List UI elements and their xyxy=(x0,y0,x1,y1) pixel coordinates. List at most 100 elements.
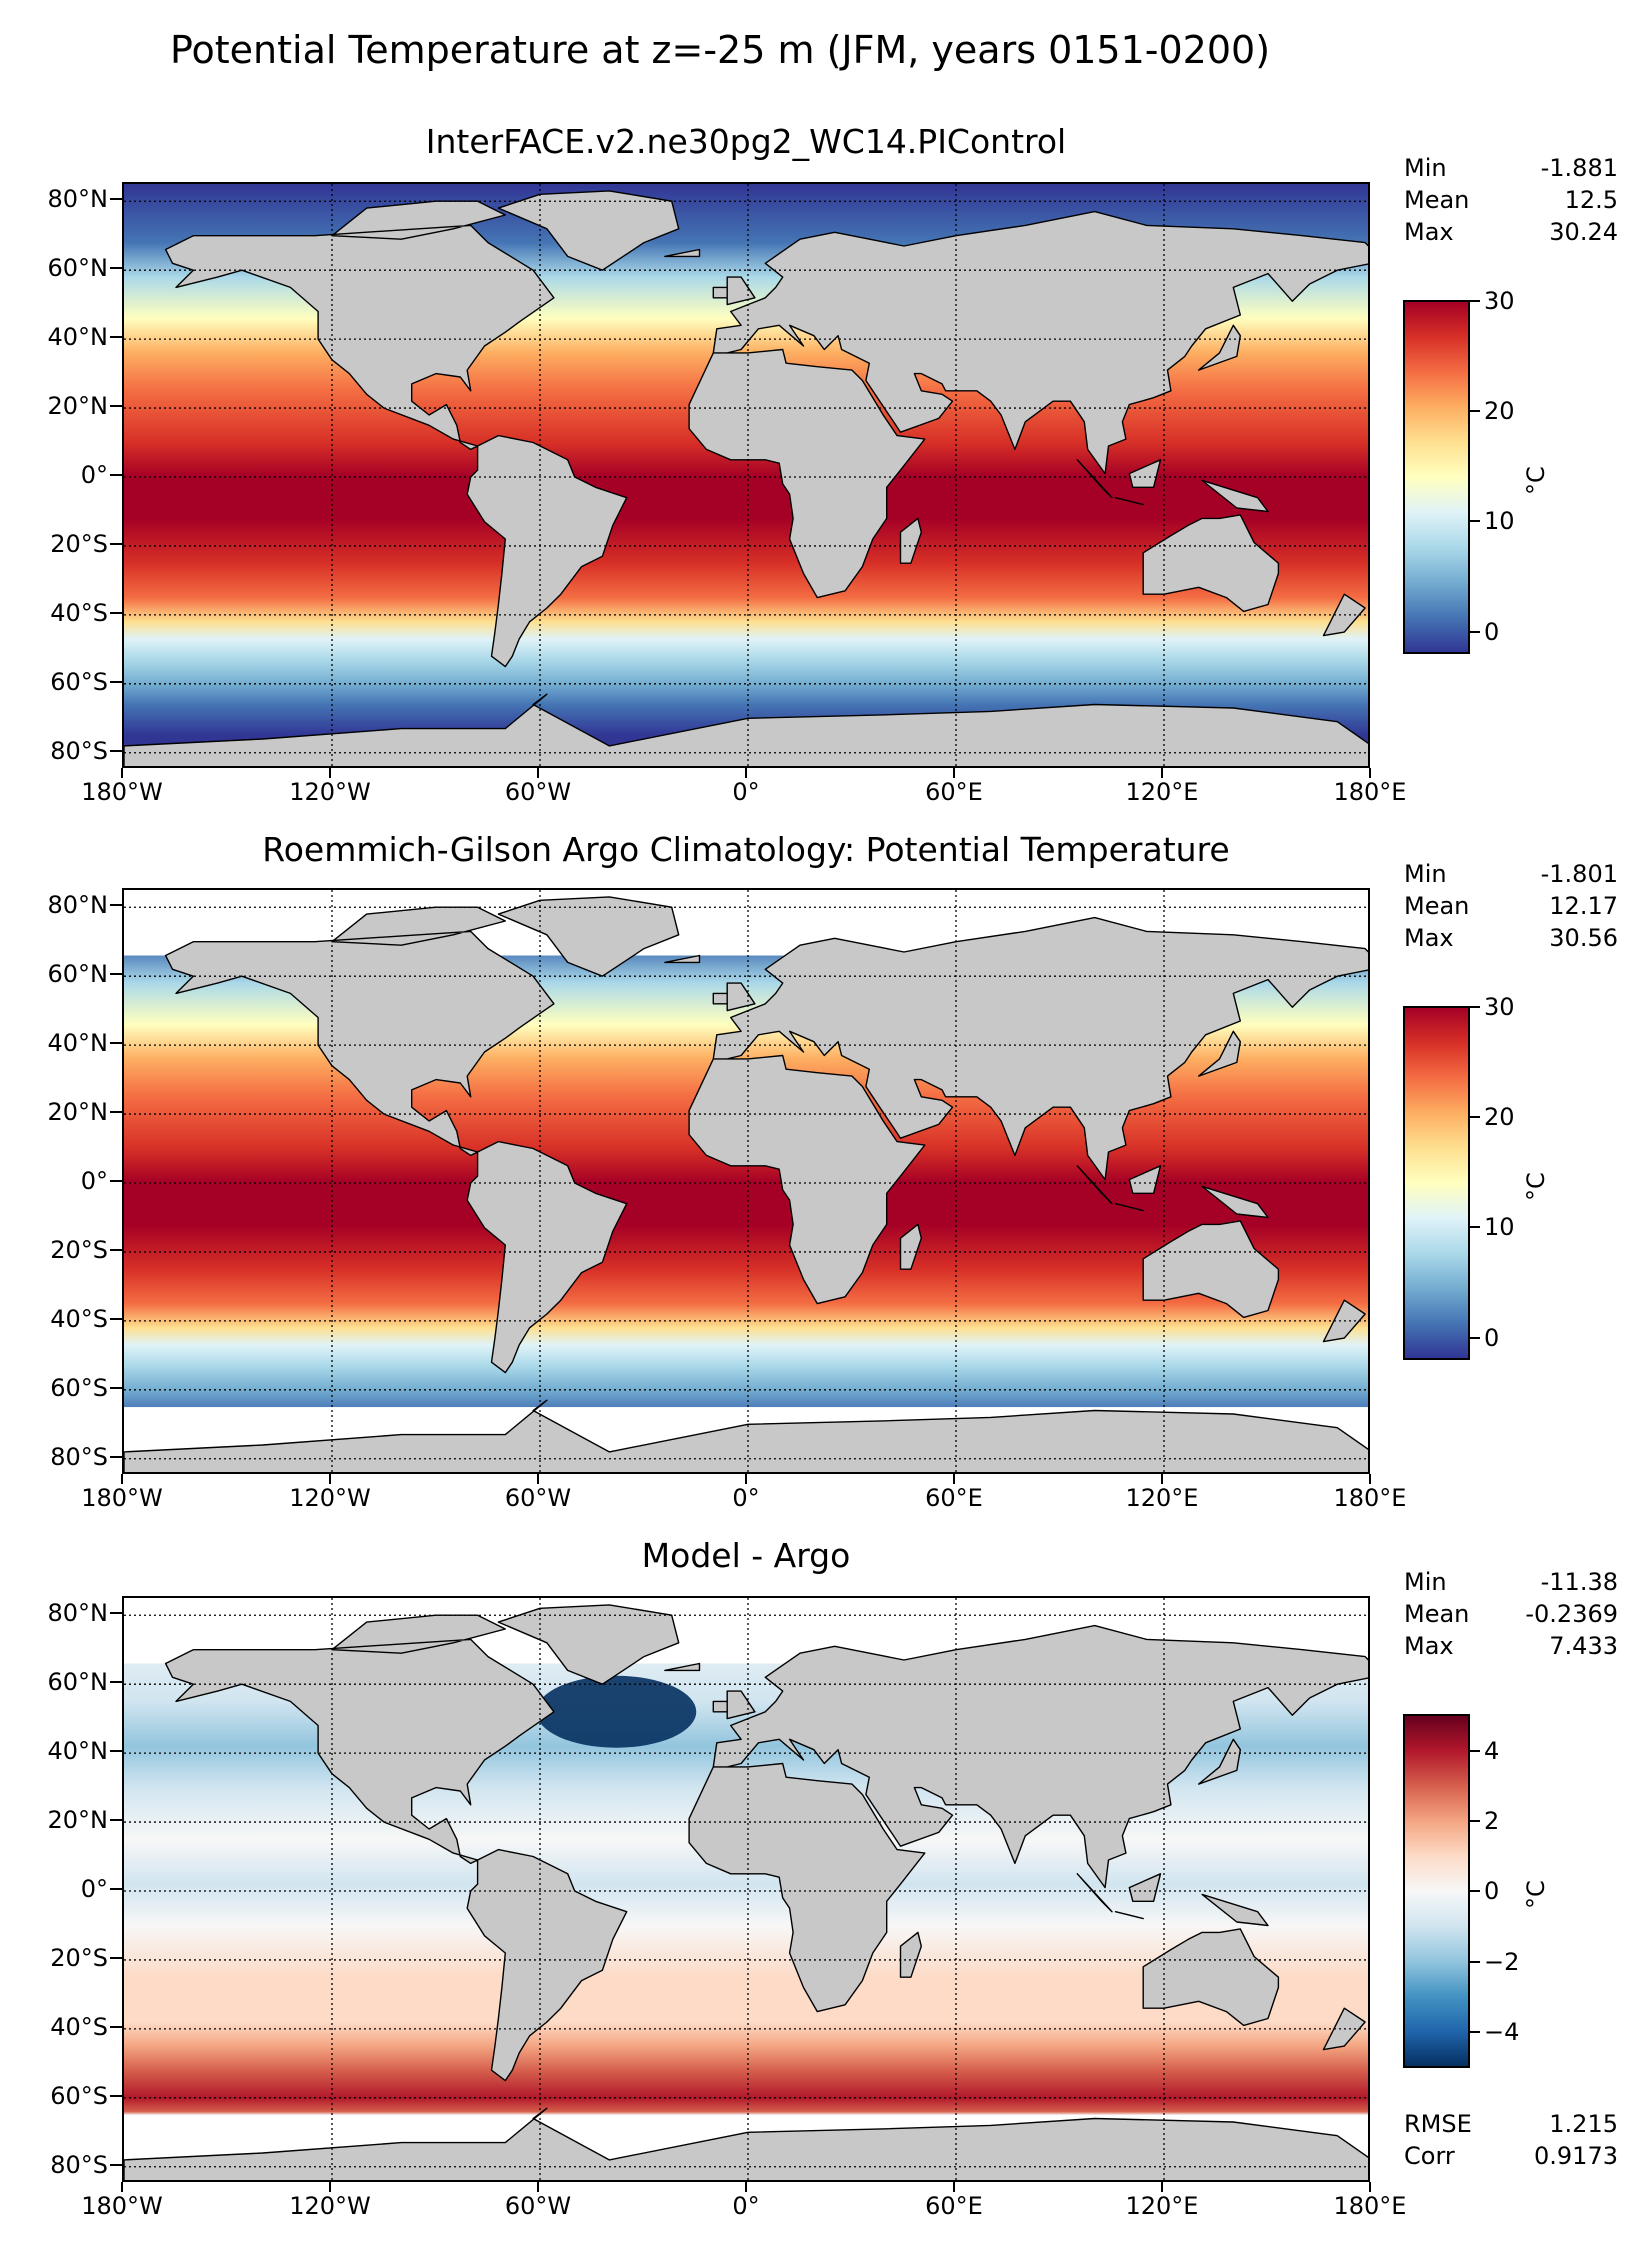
map-canvas xyxy=(124,890,1368,1472)
panel-title: Model - Argo xyxy=(641,1536,851,1575)
lat-tick xyxy=(110,1180,122,1182)
lat-tick xyxy=(110,1612,122,1615)
map-canvas xyxy=(124,1598,1368,2180)
lat-tick xyxy=(110,198,122,201)
lat-tick xyxy=(110,1956,122,1959)
lon-tick xyxy=(745,1474,747,1484)
map-difference xyxy=(122,1596,1370,2182)
stat-label: Max xyxy=(1404,218,1454,246)
lat-tick-label: 60°S xyxy=(50,1373,108,1402)
lat-tick-label: 20°S xyxy=(50,1235,108,1264)
map-argo-temperature xyxy=(122,888,1370,1474)
lat-tick-label: 40°N xyxy=(47,1029,109,1058)
lon-tick-label: 60°E xyxy=(925,2192,983,2220)
lon-tick-label: 120°E xyxy=(1125,1484,1199,1512)
lon-tick-label: 0° xyxy=(732,1484,760,1512)
lon-tick-label: 0° xyxy=(732,2192,760,2220)
north-atlantic-cold-bias xyxy=(536,1675,697,1748)
lat-tick-label: 40°N xyxy=(47,323,109,352)
panel-difference: Model - Argo Min -11.38 Mean -0.2369 Max 7.… xyxy=(0,0,1651,2182)
colorbar-tick-label: −4 xyxy=(1484,2018,1520,2046)
lon-tick-label: 60°W xyxy=(504,1484,572,1512)
lat-tick xyxy=(110,2025,122,2028)
lon-tick-label: 120°W xyxy=(289,778,371,806)
lon-tick xyxy=(329,2182,331,2192)
stat-value: -1.881 xyxy=(1540,154,1618,182)
lat-tick-label: 20°N xyxy=(47,392,109,421)
stat-label: Mean xyxy=(1404,186,1470,214)
panel-title: Roemmich-Gilson Argo Climatology: Potent… xyxy=(262,830,1230,869)
lon-tick xyxy=(1369,1474,1371,1484)
lat-tick-label: 80°S xyxy=(50,736,108,765)
stat-value: 7.433 xyxy=(1549,1632,1618,1660)
colorbar-tick-label: 0 xyxy=(1484,1324,1500,1352)
lat-tick xyxy=(110,1042,122,1045)
continents xyxy=(124,190,1368,766)
lon-tick-label: 180°W xyxy=(81,778,163,806)
lon-tick-label: 60°W xyxy=(504,778,572,806)
lat-tick xyxy=(110,680,122,683)
lon-tick xyxy=(537,1474,539,1484)
lat-tick xyxy=(110,1317,122,1320)
lat-tick-label: 60°S xyxy=(50,667,108,696)
lat-tick xyxy=(110,1455,122,1458)
lon-tick-label: 180°E xyxy=(1333,778,1407,806)
lat-tick-label: 60°S xyxy=(50,2081,108,2110)
stat-label: RMSE xyxy=(1404,2110,1472,2138)
skill-stats-box: RMSE 1.215 Corr 0.9173 xyxy=(1404,2108,1618,2172)
lat-tick xyxy=(110,2163,122,2166)
stat-label: Min xyxy=(1404,860,1447,888)
lat-tick xyxy=(110,1386,122,1389)
lon-tick-label: 120°E xyxy=(1125,778,1199,806)
lat-tick xyxy=(110,1111,122,1114)
colorbar-unit: °C xyxy=(1522,1172,1550,1201)
stat-value: 12.5 xyxy=(1564,186,1618,214)
stats-box: Min -1.881 Mean 12.5 Max 30.24 xyxy=(1404,152,1618,248)
lon-tick-label: 120°W xyxy=(289,1484,371,1512)
lat-tick-label: 80°N xyxy=(47,185,109,214)
stat-label: Mean xyxy=(1404,892,1470,920)
lon-tick-label: 0° xyxy=(732,778,760,806)
colorbar xyxy=(1403,1006,1470,1360)
stat-label: Corr xyxy=(1404,2142,1455,2170)
lon-tick-label: 60°E xyxy=(925,778,983,806)
colorbar-tick-label: 30 xyxy=(1484,993,1515,1021)
stat-value: 1.215 xyxy=(1549,2110,1618,2138)
lon-tick xyxy=(121,1474,123,1484)
colorbar-tick-label: −2 xyxy=(1484,1948,1520,1976)
lat-tick-label: 40°S xyxy=(50,2012,108,2041)
lon-tick-label: 60°W xyxy=(504,2192,572,2220)
lat-tick xyxy=(110,267,122,270)
lon-tick xyxy=(745,768,747,778)
lon-tick xyxy=(329,1474,331,1484)
stat-value: -1.801 xyxy=(1540,860,1618,888)
lat-tick xyxy=(110,611,122,614)
lon-tick xyxy=(953,1474,955,1484)
colorbar-tick-label: 0 xyxy=(1484,618,1500,646)
colorbar-tick-label: 30 xyxy=(1484,287,1515,315)
lat-tick xyxy=(110,336,122,339)
lat-tick-label: 20°N xyxy=(47,1806,109,1835)
lat-tick xyxy=(110,1248,122,1251)
colorbar-tick-label: 20 xyxy=(1484,397,1515,425)
map-model-temperature xyxy=(122,182,1370,768)
lon-tick xyxy=(1161,1474,1163,1484)
lon-tick-label: 180°E xyxy=(1333,1484,1407,1512)
colorbar-unit: °C xyxy=(1522,1880,1550,1909)
lon-tick-label: 180°W xyxy=(81,2192,163,2220)
colorbar-tick-label: 20 xyxy=(1484,1103,1515,1131)
lat-tick-label: 80°S xyxy=(50,1442,108,1471)
lon-tick-label: 180°E xyxy=(1333,2192,1407,2220)
stat-value: -11.38 xyxy=(1540,1568,1618,1596)
panel-title: InterFACE.v2.ne30pg2_WC14.PIControl xyxy=(425,122,1067,161)
lon-tick xyxy=(1161,2182,1163,2192)
lat-tick xyxy=(110,904,122,907)
continents xyxy=(124,1604,1368,2180)
colorbar xyxy=(1403,1714,1470,2068)
lat-tick-label: 80°N xyxy=(47,1599,109,1628)
lon-tick xyxy=(537,768,539,778)
colorbar-tick-label: 2 xyxy=(1484,1807,1500,1835)
colorbar xyxy=(1403,300,1470,654)
stat-value: 30.56 xyxy=(1549,924,1618,952)
continents xyxy=(124,896,1368,1472)
